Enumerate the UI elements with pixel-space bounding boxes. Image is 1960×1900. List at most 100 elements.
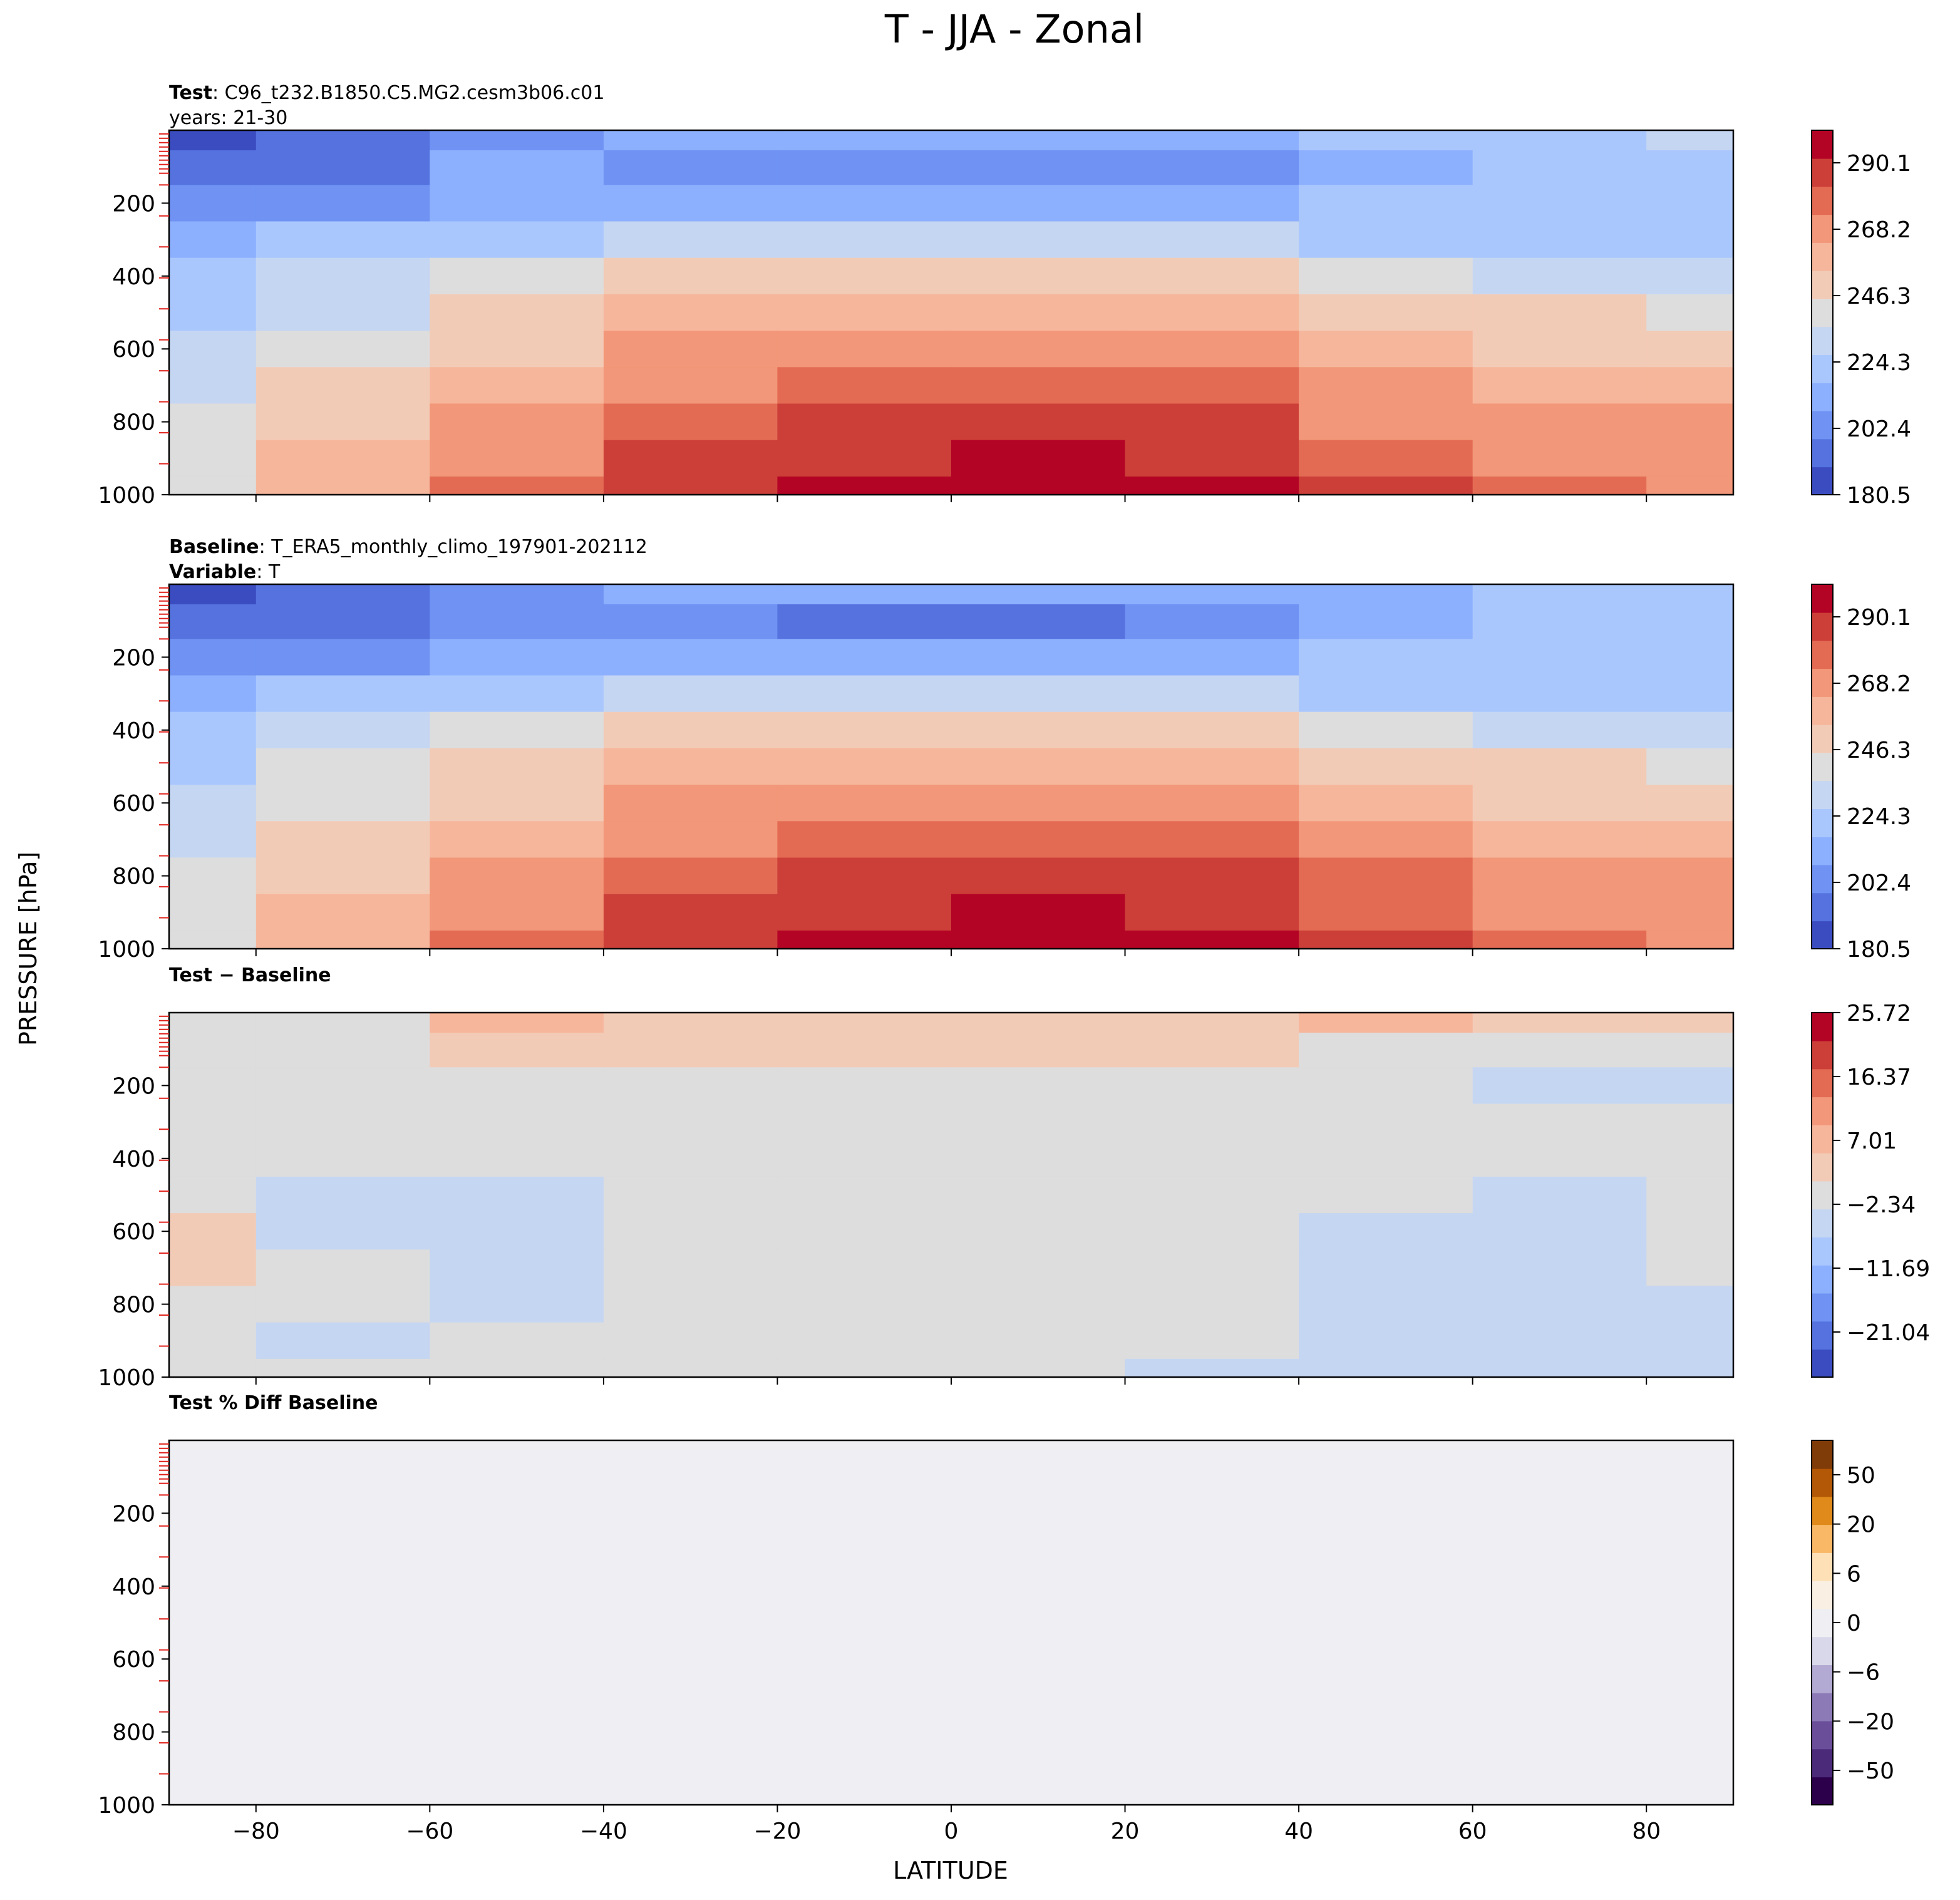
cell	[1125, 1286, 1299, 1323]
colorbar-level	[1812, 1293, 1833, 1322]
cell	[430, 1786, 604, 1805]
cell	[1646, 584, 1733, 605]
y-tick-label: 400	[112, 1574, 155, 1600]
cell	[951, 1176, 1126, 1214]
cell	[951, 1750, 1126, 1787]
cell	[1125, 1460, 1299, 1496]
cell	[603, 1531, 778, 1569]
cell	[777, 331, 952, 368]
cell	[1646, 257, 1733, 295]
cell	[603, 150, 778, 186]
colorbar-level	[1812, 892, 1833, 922]
cell	[1125, 1677, 1299, 1715]
cell	[1472, 476, 1648, 495]
cell	[951, 1567, 1126, 1605]
cell	[1646, 1641, 1733, 1678]
cell	[1299, 1604, 1473, 1641]
cell	[1299, 1067, 1473, 1105]
cell	[430, 1604, 604, 1641]
cell	[951, 1033, 1126, 1068]
cell	[255, 294, 431, 331]
cell	[255, 403, 431, 441]
cell	[169, 604, 257, 640]
y-tick-label: 200	[112, 1501, 155, 1527]
colorbar-level	[1812, 270, 1833, 299]
cell	[1299, 1140, 1473, 1177]
cell	[777, 1641, 952, 1678]
cell	[1646, 150, 1733, 186]
cell	[1646, 1460, 1733, 1496]
cell	[603, 185, 778, 222]
cell	[603, 1786, 778, 1805]
cell	[1646, 294, 1733, 331]
y-tick-label: 1000	[98, 483, 155, 509]
colorbar-level	[1812, 1264, 1833, 1294]
cell	[1646, 639, 1733, 676]
cell	[1299, 403, 1473, 441]
cell	[169, 1103, 257, 1141]
cell	[1299, 584, 1473, 605]
y-tick-label: 400	[112, 264, 155, 290]
cell	[777, 1067, 952, 1105]
cell	[1472, 130, 1648, 151]
cell	[951, 1322, 1126, 1360]
cell	[255, 894, 431, 931]
cell	[1646, 1213, 1733, 1251]
cell	[1125, 440, 1299, 477]
cell	[1472, 584, 1648, 605]
cell	[603, 1567, 778, 1605]
cell	[169, 130, 257, 151]
cell	[603, 440, 778, 477]
cell	[1299, 1286, 1473, 1323]
colorbar-level	[1812, 1125, 1833, 1154]
cell	[1125, 604, 1299, 640]
cell	[951, 821, 1126, 859]
cell	[1472, 150, 1648, 186]
colorbar-tick-label: 25.72	[1847, 1001, 1911, 1026]
cell	[255, 584, 431, 605]
cell	[1472, 1322, 1648, 1360]
cell	[1646, 1495, 1733, 1532]
cell	[1472, 1067, 1648, 1105]
cell	[777, 294, 952, 331]
cell	[777, 1677, 952, 1715]
x-tick-label: 60	[1458, 1819, 1487, 1844]
cell	[603, 711, 778, 749]
colorbar-level	[1812, 326, 1833, 355]
colorbar-level	[1812, 1237, 1833, 1266]
cell	[603, 639, 778, 676]
cell	[1125, 1013, 1299, 1033]
colorbar-level	[1812, 186, 1833, 215]
colorbar-level	[1812, 1013, 1833, 1041]
cell	[603, 1249, 778, 1287]
cell	[430, 1249, 604, 1287]
cell	[255, 1677, 431, 1715]
panel-baseline: 200 400 600 800 1000 Baseline: T_ERA5_monthly…	[98, 536, 1911, 963]
cell	[951, 150, 1126, 186]
cell	[951, 1249, 1126, 1287]
cell	[1125, 1750, 1299, 1787]
colorbar-tick-label: −21.04	[1847, 1320, 1930, 1346]
colorbar-tick-label: 290.1	[1847, 151, 1911, 177]
colorbar-level	[1812, 1692, 1833, 1722]
colorbar-level	[1812, 808, 1833, 837]
colorbar-tick-label: −50	[1847, 1758, 1894, 1784]
cell	[255, 1067, 431, 1105]
cell	[1125, 1567, 1299, 1605]
cell	[1472, 1495, 1648, 1532]
colorbar-level	[1812, 1665, 1833, 1693]
field-test	[169, 130, 1733, 495]
cell	[169, 1013, 257, 1033]
x-axis-label: LATITUDE	[893, 1857, 1008, 1884]
cell	[1646, 675, 1733, 713]
cell	[951, 1677, 1126, 1715]
cell	[1299, 1103, 1473, 1141]
cell	[1299, 748, 1473, 785]
panel-test: 200 400 600 800 1000 Test: C96_t232.B1850.C5.…	[98, 82, 1911, 509]
y-tick-label: 200	[112, 191, 155, 217]
cell	[603, 1067, 778, 1105]
cell	[169, 1713, 257, 1751]
cell	[255, 1176, 431, 1214]
cell	[1646, 1713, 1733, 1751]
colorbar-level	[1812, 1777, 1833, 1805]
